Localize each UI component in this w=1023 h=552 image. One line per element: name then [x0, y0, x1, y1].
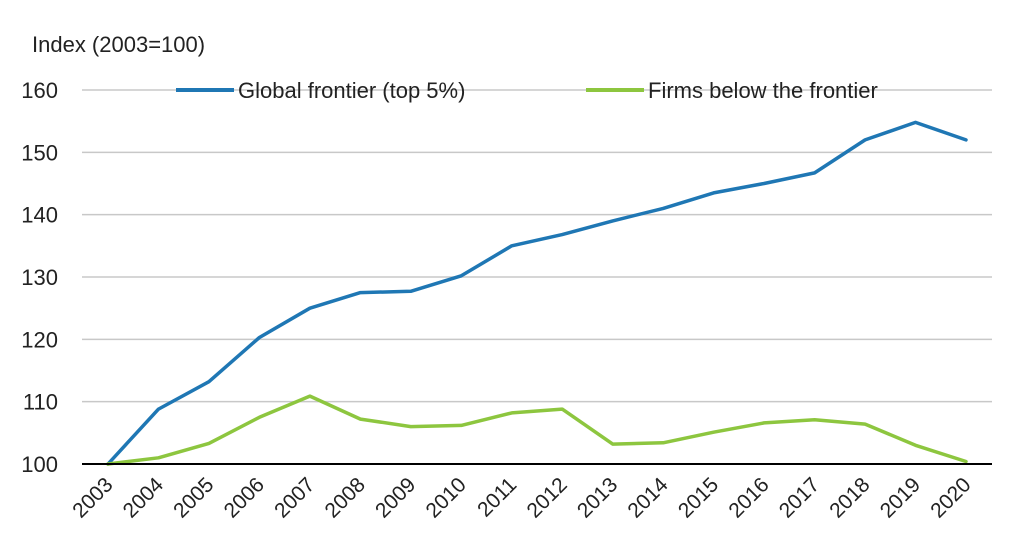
- x-tick-label: 2019: [876, 473, 925, 522]
- y-tick-labels: 100 110 120 130 140 150 160: [21, 78, 58, 477]
- y-tick-label: 100: [21, 452, 58, 477]
- x-tick-label: 2003: [68, 473, 117, 522]
- gridlines: [82, 89, 992, 403]
- y-tick-label: 130: [21, 265, 58, 290]
- x-tick-label: 2005: [169, 473, 218, 522]
- y-tick-label: 160: [21, 78, 58, 103]
- y-axis-title: Index (2003=100): [32, 32, 205, 57]
- x-tick-label: 2008: [321, 473, 370, 522]
- series-line-1: [106, 120, 968, 466]
- x-tick-label: 2017: [775, 473, 824, 522]
- x-tick-label: 2015: [674, 473, 723, 522]
- x-tick-label: 2009: [371, 473, 420, 522]
- y-tick-label: 140: [21, 203, 58, 228]
- series-lines: [106, 120, 968, 466]
- x-tick-label: 2011: [473, 473, 521, 521]
- x-tick-label: 2010: [422, 473, 471, 522]
- x-tick-label: 2006: [220, 473, 269, 522]
- legend: Global frontier (top 5%) Firms below the …: [176, 78, 878, 103]
- legend-label: Global frontier (top 5%): [238, 78, 465, 103]
- x-tick-label: 2014: [623, 473, 673, 523]
- x-tick-label: 2018: [825, 473, 874, 522]
- x-tick-label: 2013: [573, 473, 622, 522]
- x-tick-label: 2020: [926, 473, 975, 522]
- x-tick-label: 2012: [522, 473, 571, 522]
- legend-label: Firms below the frontier: [648, 78, 878, 103]
- x-tick-label: 2004: [119, 473, 169, 523]
- series-line-2: [106, 394, 968, 466]
- x-tick-label: 2016: [724, 473, 773, 522]
- x-tick-label: 2007: [270, 473, 319, 522]
- y-tick-label: 110: [23, 390, 58, 415]
- y-tick-label: 120: [21, 327, 58, 352]
- y-tick-label: 150: [21, 140, 58, 165]
- x-tick-labels: 2003 2004 2005 2006 2007 2008 2009 2010 2011 2012…: [68, 473, 975, 523]
